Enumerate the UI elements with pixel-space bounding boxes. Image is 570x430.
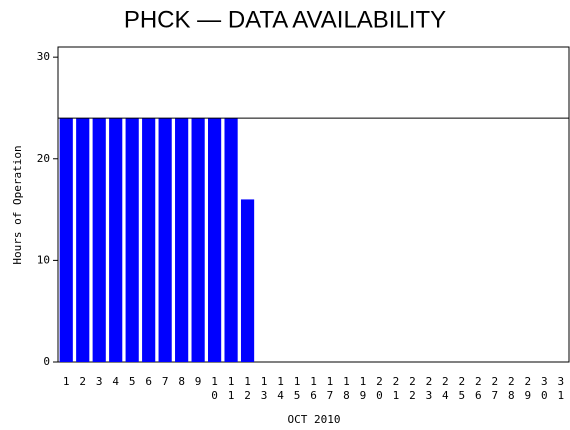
y-tick-label: 10	[37, 253, 50, 266]
bar	[158, 118, 172, 363]
y-axis-label: Hours of Operation	[11, 145, 24, 264]
bar	[175, 118, 189, 363]
y-tick-label: 20	[37, 152, 50, 165]
bar	[142, 118, 156, 363]
bar	[109, 118, 123, 363]
x-tick-label: 7	[162, 375, 169, 388]
y-tick-label: 30	[37, 50, 50, 63]
x-tick-label: 3	[96, 375, 103, 388]
x-tick-label: 9	[195, 375, 202, 388]
bar	[76, 118, 90, 363]
x-axis-label: OCT 2010	[288, 413, 341, 426]
bar	[92, 118, 106, 363]
x-tick-label: 1	[63, 375, 70, 388]
plot-frame	[57, 46, 570, 363]
x-tick-label: 2	[79, 375, 86, 388]
chart-title: PHCK — DATA AVAILABILITY	[124, 6, 446, 33]
x-tick-label: 6	[145, 375, 152, 388]
bar	[224, 118, 238, 363]
y-tick-label: 0	[43, 355, 50, 368]
bar	[125, 118, 139, 363]
bar	[59, 118, 73, 363]
x-tick-label: 5	[129, 375, 136, 388]
bar	[191, 118, 205, 363]
x-tick-label: 4	[112, 375, 119, 388]
bar	[240, 199, 255, 362]
x-tick-label: 8	[178, 375, 185, 388]
bar	[208, 118, 222, 363]
